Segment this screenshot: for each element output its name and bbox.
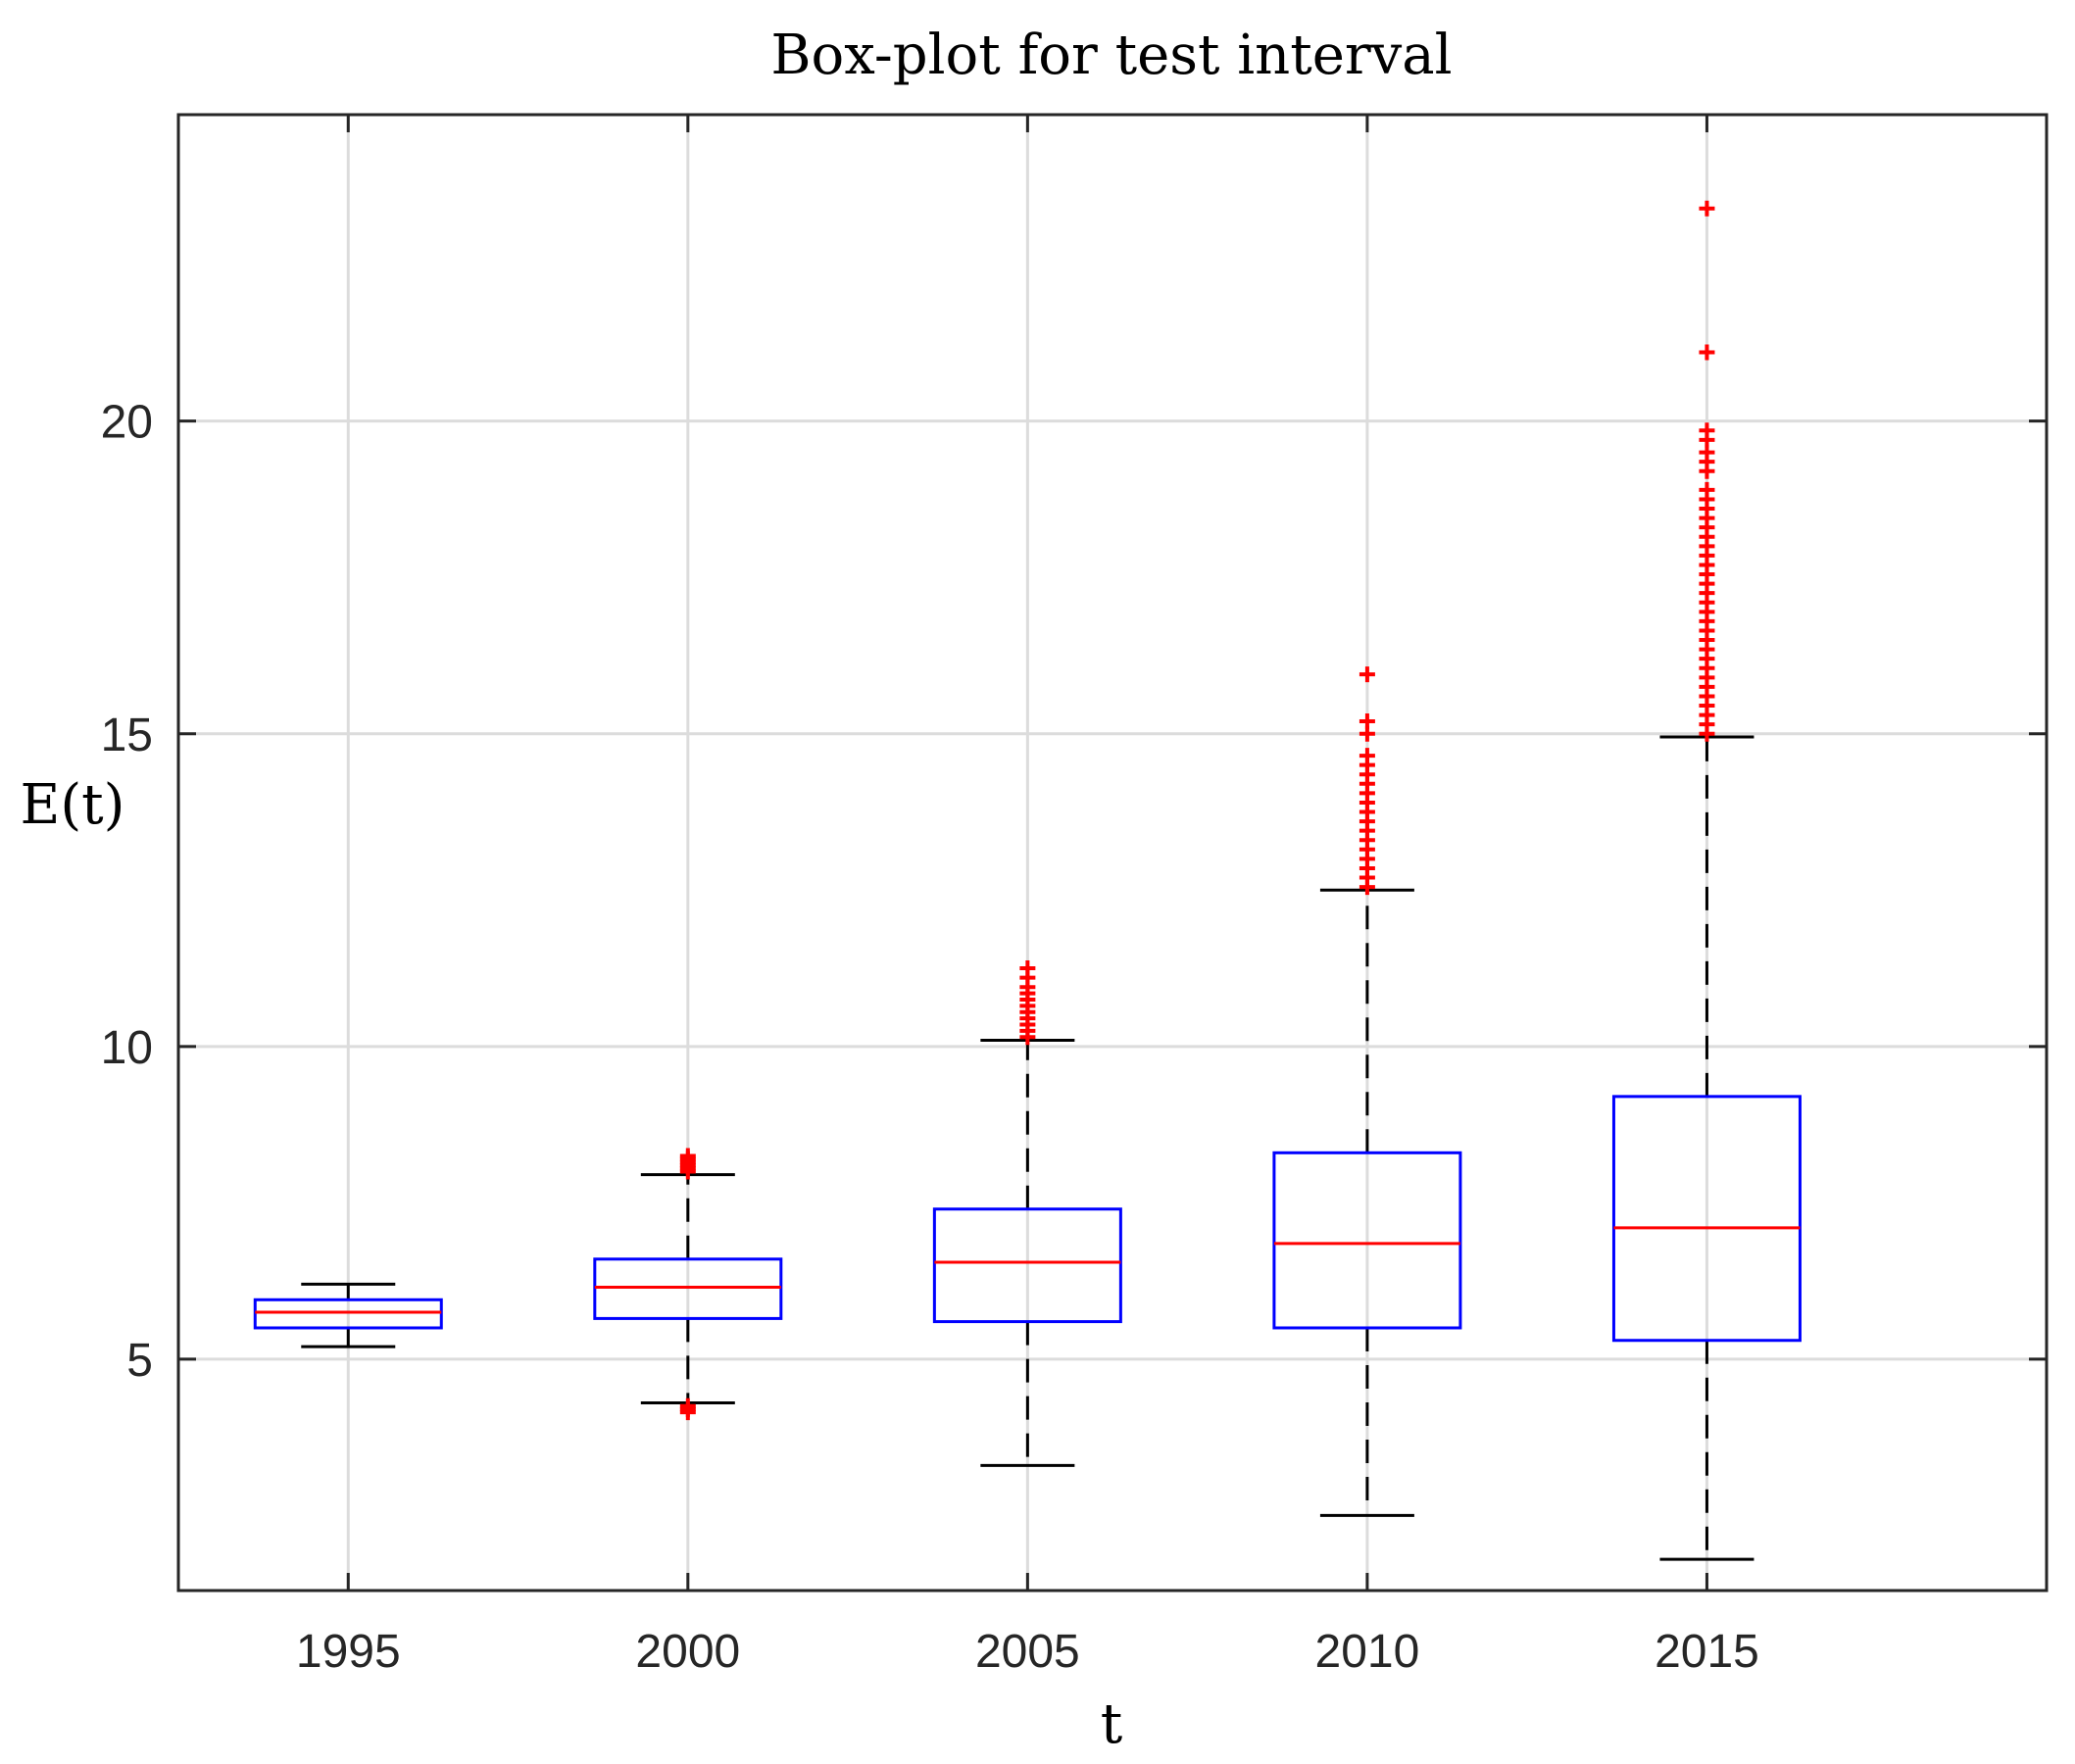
box-series: [253, 200, 1802, 1561]
iqr-box: [253, 1298, 443, 1330]
x-tick-label: 2015: [1655, 1626, 1759, 1678]
x-tick-label: 2000: [635, 1626, 740, 1678]
box-group-2015: [1611, 200, 1802, 1561]
y-tick-label: 15: [101, 710, 153, 761]
x-tick-label: 2010: [1315, 1626, 1420, 1678]
y-tick-label: 5: [126, 1335, 153, 1387]
outlier-point: [1359, 748, 1375, 764]
y-tick-label: 10: [101, 1022, 153, 1074]
plot-frame: [176, 113, 2049, 1592]
outlier-point: [679, 1397, 696, 1414]
iqr-box: [593, 1257, 783, 1320]
outlier-point: [1699, 481, 1715, 498]
box-group-2005: [932, 960, 1122, 1467]
x-tick-label: 1995: [296, 1626, 401, 1678]
iqr-box: [1611, 1095, 1802, 1343]
box-group-1995: [253, 1282, 443, 1348]
iqr-box: [1272, 1151, 1462, 1330]
x-axis-label: t: [1101, 1692, 1123, 1756]
axes: 1995 2000 2005 2010 2015 5 10 15 20: [101, 113, 2049, 1678]
outlier-point: [1359, 666, 1375, 683]
box-group-2010: [1272, 666, 1462, 1517]
y-tick-label: 20: [101, 397, 153, 449]
outlier-point: [1699, 422, 1715, 439]
box-group-2000: [593, 1148, 783, 1421]
x-tick-label: 2005: [975, 1626, 1080, 1678]
iqr-box: [932, 1207, 1122, 1324]
outlier-point: [1019, 960, 1036, 977]
outlier-point: [1699, 344, 1715, 361]
outlier-point: [1699, 200, 1715, 217]
outlier-point: [679, 1148, 696, 1164]
y-axis-label: E(t): [20, 773, 124, 837]
outlier-point: [1359, 712, 1375, 729]
chart-title: Box-plot for test interval: [770, 24, 1452, 87]
